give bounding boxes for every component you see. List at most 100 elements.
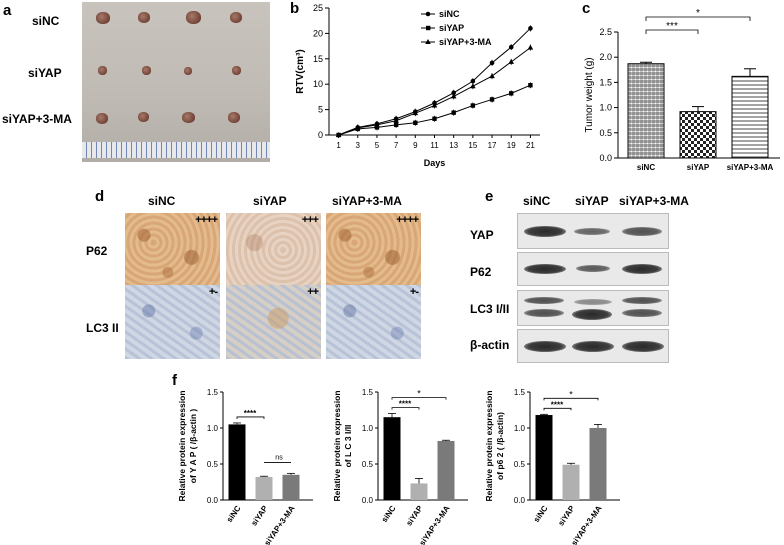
y-tick-label: 0.5 (599, 128, 612, 138)
bar (535, 415, 553, 500)
bar (679, 111, 717, 159)
legend-marker (425, 11, 431, 17)
sig-label: ns (275, 455, 283, 462)
blot-label-lc3: LC3 I/II (470, 302, 510, 316)
panel-d-row-lc3: LC3 II (86, 321, 119, 335)
data-point (393, 117, 399, 123)
sig-bracket (391, 397, 447, 400)
x-tick-label: siYAP (687, 163, 710, 172)
bar (282, 474, 300, 500)
x-tick-label: 1 (336, 141, 341, 150)
data-point (335, 132, 342, 137)
y-tick-label: 0.0 (362, 496, 374, 505)
bar (228, 424, 246, 500)
data-point (508, 58, 515, 64)
sig-label: **** (551, 400, 564, 409)
panel-a-row-sinc: siNC (32, 14, 60, 28)
legend-label: siYAP (439, 23, 464, 33)
y-axis-title: RTV(cm³) (295, 49, 306, 93)
data-point (527, 44, 534, 50)
panel-e-label: e (485, 188, 494, 205)
data-point (451, 90, 456, 96)
data-point (489, 97, 495, 102)
data-point (432, 116, 437, 121)
bar (410, 483, 428, 500)
legend-label: siYAP+3-MA (439, 37, 492, 47)
x-tick-label: 15 (468, 141, 477, 150)
sig-label: * (569, 389, 573, 399)
panel-e-col-siyap-3ma: siYAP+3-MA (619, 194, 689, 208)
ihc-p62-sinc: ++++ (125, 213, 220, 287)
x-axis-title: Days (424, 158, 446, 168)
ihc-score: ++ (307, 286, 319, 298)
sig-label: **** (399, 400, 412, 409)
data-point (489, 60, 495, 66)
data-point (470, 83, 476, 89)
panel-d-col-siyap-3ma: siYAP+3-MA (332, 194, 402, 208)
panel-d-row-p62: P62 (86, 244, 108, 258)
panel-a-label: a (3, 2, 12, 19)
data-point (528, 26, 533, 31)
data-point (412, 110, 419, 116)
data-point (470, 103, 476, 108)
x-tick-label: 9 (413, 141, 418, 150)
y-tick-label: 1.0 (514, 424, 526, 433)
x-tick-label: siYAP+3-MA (727, 163, 774, 172)
y-axis-title: Relative protein expression (484, 390, 494, 501)
y-tick-label: 0.5 (514, 460, 526, 469)
x-tick-label: siNC (380, 504, 398, 524)
blot-label-p62: P62 (470, 265, 492, 279)
data-point (431, 102, 438, 108)
bar (731, 75, 769, 159)
x-tick-label: siYAP (404, 503, 425, 527)
x-tick-label: 5 (375, 141, 380, 150)
y-tick-label: 1.5 (362, 388, 374, 397)
y-tick-label: 10 (313, 79, 323, 89)
panel-e-col-siyap: siYAP (575, 194, 609, 208)
ihc-score: +++ (301, 214, 319, 226)
panel-d-label: d (95, 188, 105, 205)
x-tick-label: 7 (394, 141, 399, 150)
y-axis-title: Relative protein expression (332, 390, 342, 501)
y-tick-label: 1.5 (207, 388, 219, 397)
sig-bracket (645, 29, 699, 34)
data-point (393, 122, 399, 128)
sig-bracket (543, 397, 599, 401)
blot-label-actin: β-actin (470, 338, 510, 352)
panel-f-chart-lc3: 0.0 0.5 1.0 1.5 Relative protein expression o… (332, 388, 468, 545)
legend-marker (425, 39, 431, 44)
data-point (374, 121, 380, 127)
x-tick-label: siYAP (556, 503, 577, 527)
x-tick-label: 21 (526, 141, 535, 150)
panel-f-chart-p62: 0.0 0.5 1.0 1.5 Relative protein expression o… (484, 388, 620, 545)
data-point (450, 93, 457, 99)
data-point (508, 44, 514, 50)
y-tick-label: 1.5 (599, 77, 612, 87)
y-tick-label: 0 (318, 130, 323, 140)
blot-p62 (517, 252, 669, 286)
y-tick-label: 25 (313, 3, 323, 13)
y-tick-label: 0.0 (514, 496, 526, 505)
panel-c-label: c (582, 0, 591, 17)
blot-actin (517, 329, 669, 363)
panel-a-row-siyap: siYAP (28, 66, 62, 80)
ihc-lc3-sinc: +- (125, 285, 220, 359)
y-axis-title: Tumor weight (g) (584, 57, 595, 132)
y-axis-title: of p6 2 ( /β-actin) (495, 412, 505, 480)
x-tick-label: siNC (637, 163, 655, 172)
data-point (528, 83, 533, 88)
data-point (470, 78, 476, 84)
bar (437, 440, 455, 500)
panel-f-chart-yap: 0.0 0.5 1.0 1.5 Relative protein expression o… (177, 388, 313, 545)
y-tick-label: 1.0 (362, 424, 374, 433)
data-point (509, 91, 514, 96)
data-point (451, 110, 456, 115)
y-axis-title: of L C 3 I/II (343, 425, 353, 468)
tumor-photo (82, 2, 270, 162)
sig-label: * (696, 8, 700, 19)
ihc-score: ++++ (396, 214, 419, 226)
x-tick-label: 17 (488, 141, 497, 150)
ihc-p62-siyap: +++ (226, 213, 321, 287)
ihc-score: +- (208, 286, 218, 298)
